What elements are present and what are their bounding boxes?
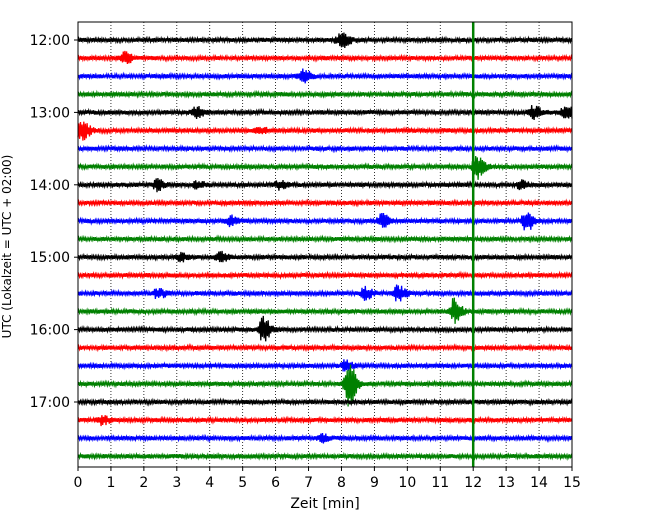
trace-1215 [77, 50, 573, 64]
grid-lines [110, 22, 540, 467]
trace-1230 [77, 68, 573, 84]
x-tick-label: 13 [497, 475, 515, 491]
trace-1330 [77, 143, 573, 154]
x-tick-label: 12 [464, 475, 482, 491]
x-tick-label: 10 [398, 475, 416, 491]
x-axis-label: Zeit [min] [290, 496, 359, 512]
trace-1630 [77, 359, 573, 372]
y-axis-label: UTC (Lokalzeit = UTC + 02:00) [0, 155, 14, 339]
trace-1745 [77, 451, 573, 461]
seismic-traces [77, 32, 573, 461]
y-tick-label: 13:00 [30, 105, 70, 121]
trace-1245 [77, 89, 573, 100]
trace-1345 [77, 155, 573, 180]
x-tick-label: 9 [370, 475, 379, 491]
y-axis-ticks: 12:00 13:00 14:00 15:00 16:00 17:00 [30, 33, 78, 411]
trace-1500 [77, 250, 573, 263]
x-tick-label: 6 [271, 475, 280, 491]
x-tick-label: 7 [304, 475, 313, 491]
x-axis-ticks: 0 1 2 3 4 5 6 7 8 9 10 11 12 13 14 15 [74, 467, 581, 491]
trace-1615 [77, 343, 573, 353]
trace-1700 [77, 397, 573, 407]
x-tick-label: 8 [337, 475, 346, 491]
trace-1715 [77, 415, 573, 427]
trace-1415 [77, 198, 573, 208]
trace-1300 [77, 105, 573, 121]
trace-1530 [77, 284, 573, 302]
x-tick-label: 2 [139, 475, 148, 491]
trace-1315 [77, 121, 573, 141]
trace-1400 [77, 177, 573, 193]
x-tick-label: 11 [431, 475, 449, 491]
x-tick-label: 14 [530, 475, 548, 491]
trace-1445 [77, 234, 573, 244]
x-tick-label: 4 [205, 475, 214, 491]
y-tick-label: 12:00 [30, 33, 70, 49]
y-tick-label: 14:00 [30, 178, 70, 194]
x-tick-label: 3 [172, 475, 181, 491]
x-tick-label: 15 [563, 475, 581, 491]
trace-1200 [77, 32, 573, 49]
trace-1730 [77, 432, 573, 444]
trace-1430 [77, 212, 573, 231]
y-tick-label: 16:00 [30, 323, 70, 339]
trace-1515 [77, 270, 573, 281]
x-tick-label: 1 [106, 475, 115, 491]
trace-1545 [77, 297, 573, 324]
plot-frame [77, 21, 573, 468]
y-tick-label: 15:00 [30, 250, 70, 266]
trace-1645 [77, 364, 573, 407]
x-tick-label: 0 [74, 475, 83, 491]
trace-1600 [77, 315, 573, 342]
y-tick-label: 17:00 [30, 395, 70, 411]
x-tick-label: 5 [238, 475, 247, 491]
